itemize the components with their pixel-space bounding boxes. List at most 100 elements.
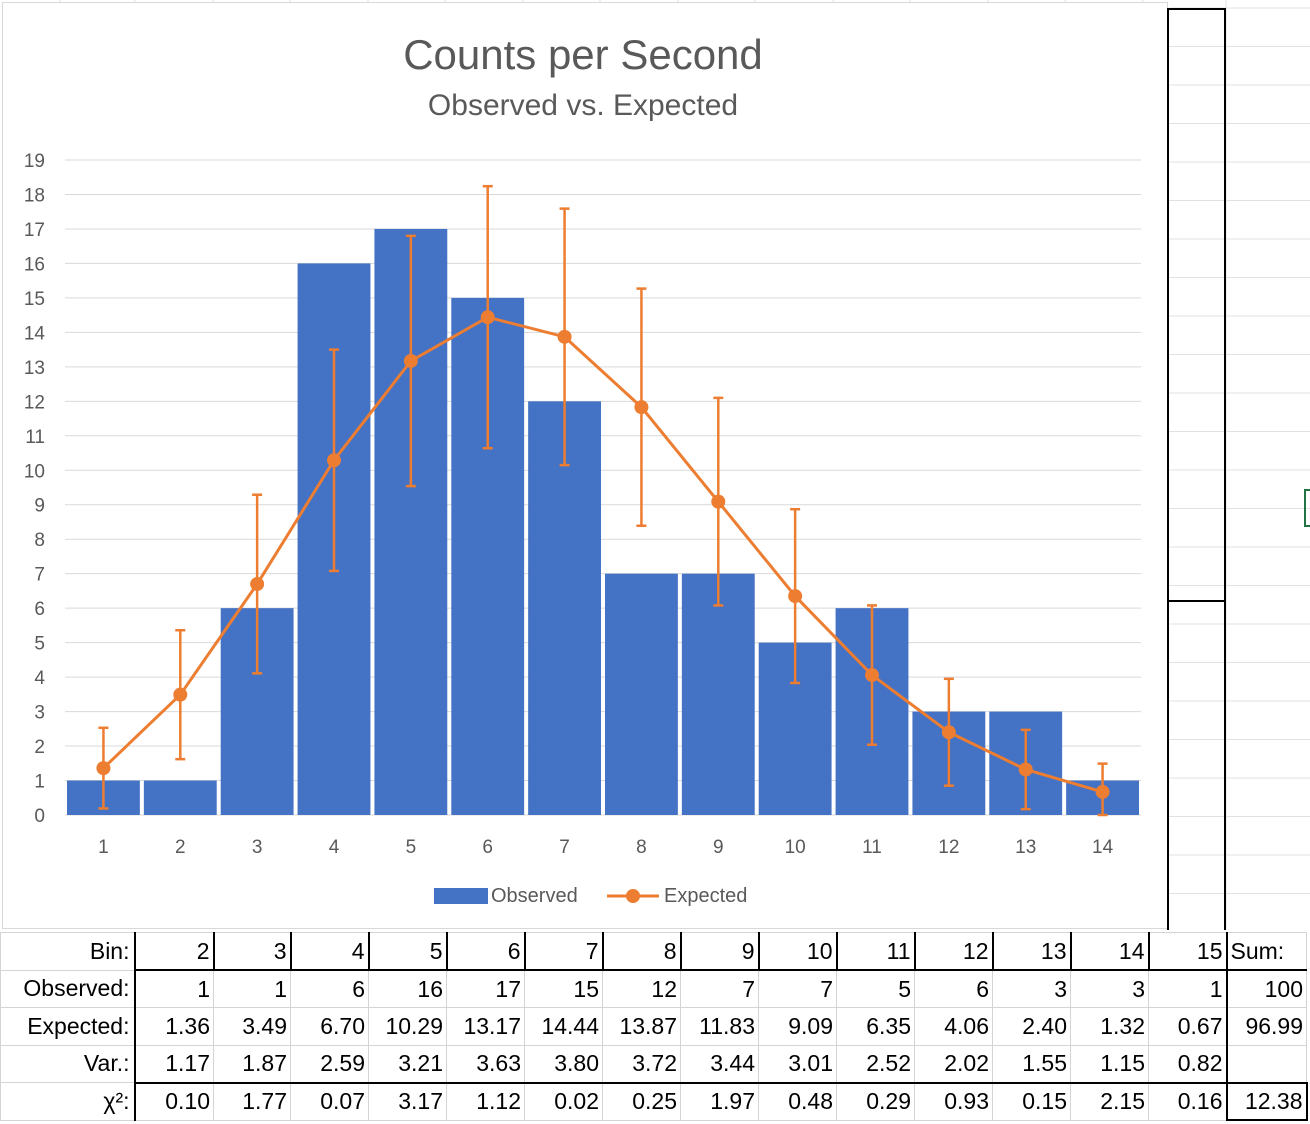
bar-observed — [528, 401, 601, 815]
table-cell[interactable]: 10.29 — [368, 1007, 447, 1046]
table-cell[interactable]: 2.52 — [836, 1044, 915, 1083]
table-cell[interactable]: 7 — [680, 969, 759, 1008]
table-cell[interactable]: 5 — [836, 969, 915, 1008]
table-cell[interactable]: 1.32 — [1070, 1007, 1149, 1046]
table-cell[interactable]: 5 — [367, 932, 447, 971]
table-cell[interactable]: 12 — [602, 969, 681, 1008]
table-cell[interactable]: 9.09 — [758, 1007, 837, 1046]
table-cell[interactable]: 0.07 — [290, 1081, 369, 1121]
table-cell[interactable]: 14.44 — [524, 1007, 603, 1046]
side-cell-border-mid — [1167, 600, 1226, 602]
sum-chi2[interactable]: 12.38 — [1225, 1081, 1308, 1121]
table-cell[interactable]: 0.29 — [836, 1081, 915, 1121]
table-cell[interactable]: 1.15 — [1070, 1044, 1149, 1083]
table-cell[interactable]: 1.55 — [992, 1044, 1071, 1083]
y-tick-label: 14 — [24, 323, 46, 344]
table-cell[interactable]: 3 — [212, 932, 291, 971]
table-cell[interactable]: 1.87 — [213, 1044, 291, 1083]
chart-svg: Counts per Second Observed vs. Expected … — [24, 31, 1141, 907]
table-cell[interactable]: 0.93 — [914, 1081, 993, 1121]
table-cell[interactable]: 1 — [213, 969, 291, 1008]
table-cell[interactable]: 10 — [757, 932, 837, 971]
table-cell[interactable]: 17 — [446, 969, 525, 1008]
expected-marker — [1018, 762, 1033, 777]
table-cell[interactable]: 0.02 — [524, 1081, 603, 1121]
table-cell[interactable]: 3.72 — [602, 1044, 681, 1083]
table-cell[interactable]: 2.40 — [992, 1007, 1071, 1046]
table-cell[interactable]: 3 — [992, 969, 1071, 1008]
expected-marker — [788, 589, 803, 604]
table-cell[interactable]: 1.36 — [133, 1007, 214, 1046]
table-cell[interactable]: 0.48 — [758, 1081, 837, 1121]
table-cell[interactable]: 16 — [368, 969, 447, 1008]
x-tick-label: 3 — [252, 837, 263, 858]
table-cell[interactable]: 6 — [914, 969, 993, 1008]
table-cell[interactable]: 3.80 — [524, 1044, 603, 1083]
x-tick-label: 7 — [559, 837, 570, 858]
table-cell[interactable]: 2 — [133, 932, 214, 971]
table-cell[interactable]: 7 — [523, 932, 603, 971]
table-cell[interactable]: 6 — [290, 969, 369, 1008]
table-cell-empty[interactable] — [1226, 1044, 1307, 1083]
table-cell[interactable]: 11.83 — [680, 1007, 759, 1046]
expected-series — [96, 184, 1110, 817]
table-cell[interactable]: 6.35 — [836, 1007, 915, 1046]
table-cell[interactable]: 0.82 — [1148, 1044, 1228, 1083]
expected-marker — [557, 329, 572, 344]
table-cell[interactable]: 4 — [289, 932, 369, 971]
x-tick-label: 4 — [329, 837, 340, 858]
y-tick-label: 1 — [34, 772, 45, 793]
table-cell[interactable]: 1 — [1148, 969, 1228, 1008]
table-cell[interactable]: 3.49 — [213, 1007, 291, 1046]
table-cell[interactable]: 12 — [913, 932, 993, 971]
bar-observed — [143, 780, 217, 815]
table-cell[interactable]: 0.10 — [133, 1081, 214, 1121]
table-cell[interactable]: 15 — [524, 969, 603, 1008]
selected-cell-edge[interactable] — [1304, 489, 1310, 527]
table-cell[interactable]: 3.44 — [680, 1044, 759, 1083]
table-cell[interactable]: 1.12 — [446, 1081, 525, 1121]
table-cell[interactable]: 13.17 — [446, 1007, 525, 1046]
table-cell[interactable]: 0.67 — [1148, 1007, 1228, 1046]
sum-expected[interactable]: 96.99 — [1226, 1007, 1307, 1046]
table-cell[interactable]: 8 — [601, 932, 681, 971]
table-cell[interactable]: 15 — [1147, 932, 1228, 971]
table-cell[interactable]: 1.77 — [213, 1081, 291, 1121]
table-cell[interactable]: 2.59 — [290, 1044, 369, 1083]
table-cell[interactable]: 0.15 — [992, 1081, 1071, 1121]
table-cell[interactable]: 2.02 — [914, 1044, 993, 1083]
table-cell[interactable]: 6 — [445, 932, 525, 971]
expected-marker — [173, 687, 188, 702]
y-tick-label: 12 — [24, 392, 45, 413]
sum-observed[interactable]: 100 — [1226, 969, 1307, 1008]
table-cell[interactable]: 4.06 — [914, 1007, 993, 1046]
table-cell[interactable]: 2.15 — [1070, 1081, 1149, 1121]
table-cell[interactable]: 0.25 — [602, 1081, 681, 1121]
table-cell[interactable]: 7 — [758, 969, 837, 1008]
table-cell[interactable]: 1 — [133, 969, 214, 1008]
y-tick-label: 9 — [34, 496, 45, 517]
table-cell[interactable]: 3.63 — [446, 1044, 525, 1083]
legend-expected-marker — [626, 889, 640, 903]
table-cell[interactable]: 0.16 — [1148, 1081, 1228, 1121]
row-label-observed: Observed: — [0, 969, 135, 1008]
table-cell[interactable]: 3 — [1070, 969, 1149, 1008]
table-cell[interactable]: 14 — [1069, 932, 1149, 971]
table-cell[interactable]: 1.17 — [133, 1044, 214, 1083]
chart-area[interactable]: Counts per Second Observed vs. Expected … — [2, 2, 1168, 929]
table-cell[interactable]: 9 — [679, 932, 759, 971]
chart-title: Counts per Second — [403, 31, 763, 78]
sum-label: Sum: — [1226, 932, 1307, 971]
table-cell[interactable]: 13.87 — [602, 1007, 681, 1046]
x-axis-ticks: 1 2 3 4 5 6 7 8 9 10 11 12 13 14 — [98, 837, 1113, 858]
table-cell[interactable]: 3.17 — [368, 1081, 447, 1121]
table-cell[interactable]: 6.70 — [290, 1007, 369, 1046]
table-cell[interactable]: 11 — [835, 932, 915, 971]
y-tick-label: 5 — [34, 634, 45, 655]
x-tick-label: 14 — [1092, 837, 1114, 858]
table-cell[interactable]: 3.21 — [368, 1044, 447, 1083]
table-cell[interactable]: 1.97 — [680, 1081, 759, 1121]
table-cell[interactable]: 13 — [991, 932, 1071, 971]
table-cell[interactable]: 3.01 — [758, 1044, 837, 1083]
